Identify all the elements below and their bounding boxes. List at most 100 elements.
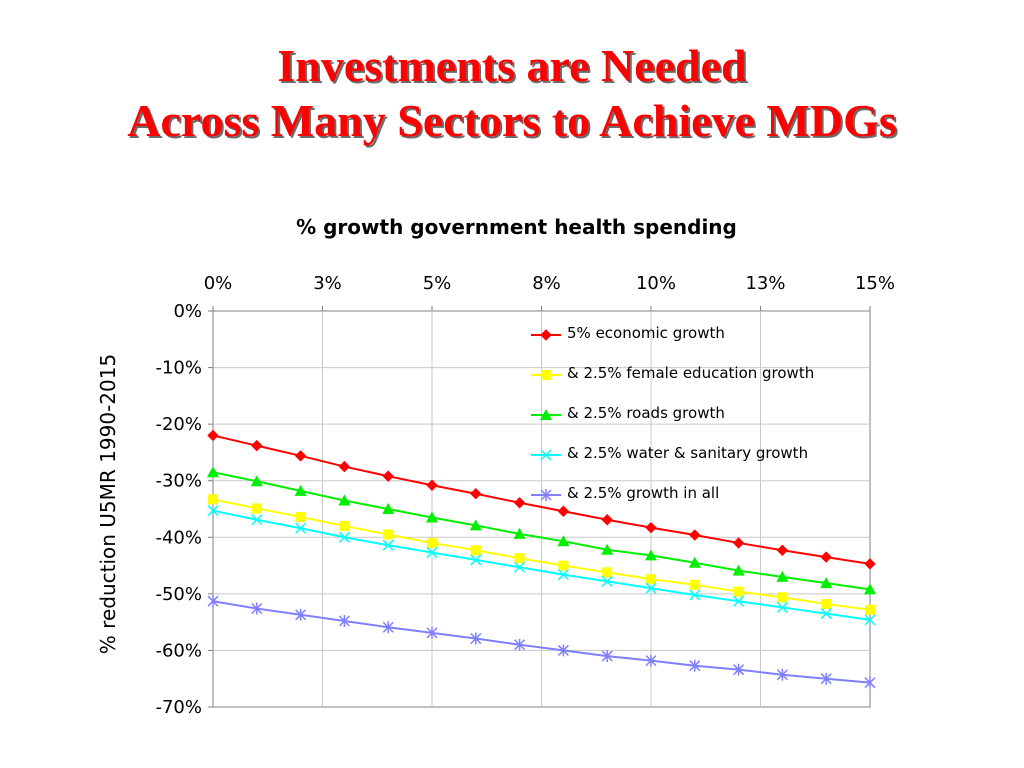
legend-item: & 2.5% female education growth: [531, 364, 814, 382]
legend-item: & 2.5% water & sanitary growth: [531, 444, 808, 462]
data-point: [776, 668, 788, 681]
marker-x: [382, 539, 394, 551]
data-point: [864, 676, 876, 689]
marker-diamond: [645, 521, 657, 534]
legend-swatch-marker: [541, 370, 551, 380]
data-point: [426, 626, 438, 639]
marker-x: [864, 614, 876, 626]
series-1: [207, 429, 876, 570]
series-5: [207, 595, 876, 689]
data-point: [514, 553, 525, 564]
data-point: [865, 604, 875, 615]
marker-star: [733, 663, 745, 676]
marker-diamond: [251, 439, 263, 452]
data-point: [732, 537, 745, 549]
marker-star: [207, 595, 219, 608]
y-tick-label: -70%: [155, 697, 202, 718]
marker-diamond: [513, 497, 526, 509]
marker-x: [733, 595, 745, 607]
marker-star: [776, 668, 788, 681]
legend-label: & 2.5% roads growth: [567, 404, 725, 422]
marker-diamond: [557, 505, 570, 517]
series-line: [212, 498, 871, 611]
data-point: [601, 650, 613, 663]
marker-diamond: [601, 514, 613, 526]
slide-title: Investments are Needed Across Many Secto…: [0, 38, 1024, 148]
marker-star: [382, 621, 394, 634]
data-point: [513, 527, 526, 539]
marker-triangle: [469, 519, 482, 531]
marker-triangle: [864, 583, 876, 595]
data-point: [689, 589, 701, 601]
data-point: [513, 497, 526, 509]
data-point: [295, 522, 307, 534]
marker-diamond: [864, 558, 876, 570]
marker-diamond: [540, 329, 552, 341]
marker-star: [251, 602, 263, 615]
data-point: [776, 601, 788, 613]
marker-square: [558, 560, 569, 571]
marker-triangle: [732, 564, 745, 576]
data-point: [689, 659, 701, 672]
marker-triangle: [207, 466, 219, 478]
legend-label: 5% economic growth: [567, 324, 725, 342]
marker-triangle: [382, 503, 395, 514]
data-point: [251, 602, 263, 615]
marker-square: [646, 574, 656, 585]
marker-square: [251, 503, 262, 514]
slide-title-line-1: Investments are Needed: [277, 40, 747, 91]
marker-diamond: [689, 529, 701, 541]
data-point: [645, 549, 657, 561]
marker-triangle: [820, 577, 833, 589]
data-point: [820, 577, 833, 589]
marker-triangle: [338, 494, 351, 506]
marker-square: [733, 586, 744, 597]
series-3: [207, 466, 876, 595]
marker-square: [295, 511, 306, 522]
y-tick-label: -20%: [155, 414, 202, 435]
x-tick-label: 13%: [745, 273, 785, 294]
data-point: [777, 592, 788, 603]
data-point: [426, 479, 438, 491]
marker-x: [540, 449, 552, 461]
marker-diamond: [338, 460, 351, 473]
marker-x: [645, 582, 657, 594]
legend: 5% economic growth & 2.5% female educatio…: [531, 324, 814, 502]
data-point: [645, 654, 657, 667]
marker-triangle: [776, 570, 789, 582]
data-point: [207, 429, 219, 442]
data-point: [427, 537, 437, 548]
data-point: [820, 608, 832, 620]
marker-x: [251, 514, 263, 526]
x-tick-label: 8%: [532, 273, 561, 294]
data-point: [732, 564, 745, 576]
marker-square: [602, 567, 613, 578]
marker-diamond: [426, 479, 438, 491]
series-line: [212, 600, 871, 684]
data-point: [601, 514, 613, 526]
legend-item: 5% economic growth: [531, 324, 725, 342]
data-point: [821, 599, 832, 610]
data-point: [733, 586, 744, 597]
marker-x: [776, 601, 788, 613]
data-point: [689, 529, 701, 541]
data-point: [514, 561, 526, 573]
data-point: [557, 535, 570, 547]
data-point: [864, 558, 876, 570]
data-point: [820, 551, 832, 563]
data-point: [864, 583, 876, 595]
y-tick-label: 0%: [173, 301, 202, 322]
data-point: [382, 621, 394, 634]
y-axis-title: % reduction U5MR 1990-2015: [96, 354, 120, 654]
marker-square: [689, 579, 700, 590]
y-tick-label: -40%: [155, 527, 202, 548]
data-point: [602, 567, 613, 578]
series-4: [207, 505, 876, 626]
marker-star: [426, 626, 438, 639]
marker-diamond: [776, 544, 789, 557]
legend-label: & 2.5% water & sanitary growth: [567, 444, 808, 462]
slide-title-line-2: Across Many Sectors to Achieve MDGs: [127, 95, 897, 146]
data-point: [251, 439, 263, 452]
data-point: [688, 556, 701, 568]
